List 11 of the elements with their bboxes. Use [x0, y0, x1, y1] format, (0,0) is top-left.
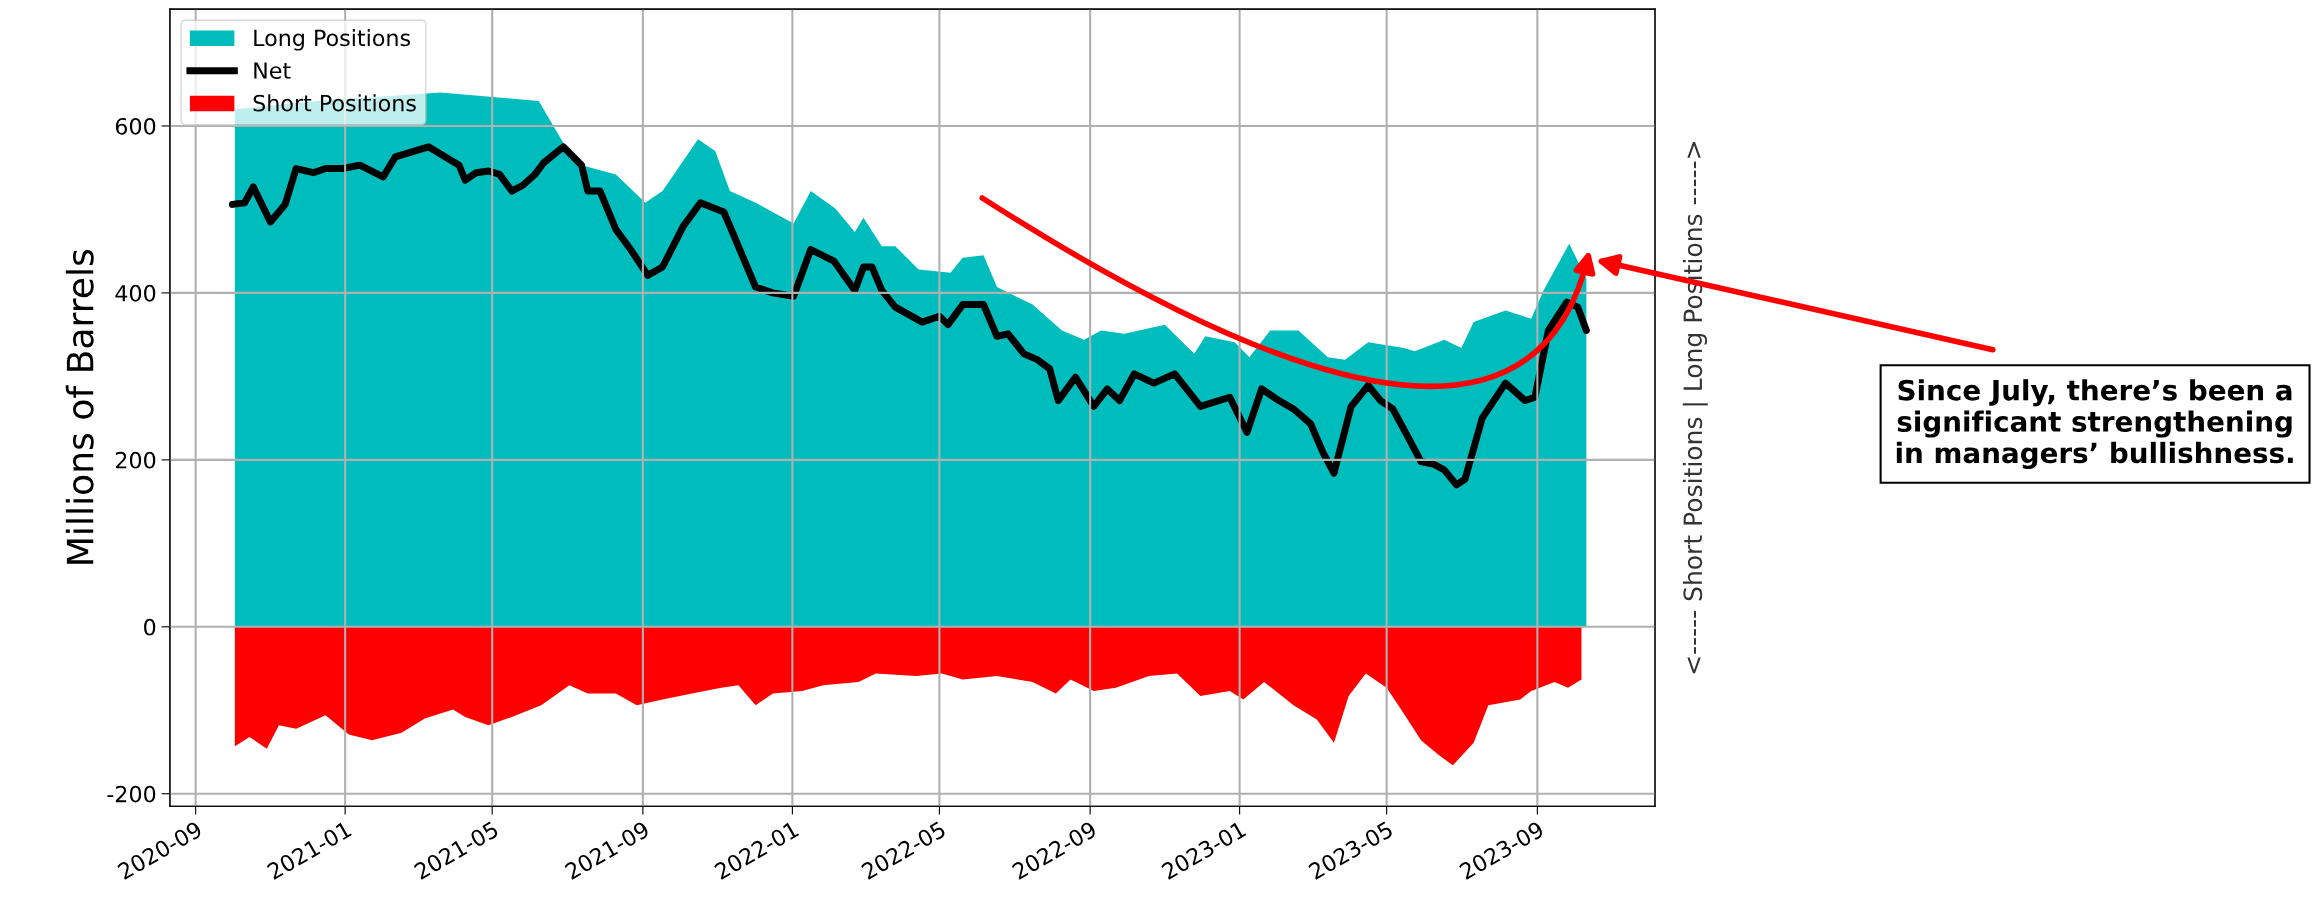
- y-tick-label: 200: [115, 451, 156, 469]
- y-axis-title: Millions of Barrels: [65, 249, 94, 564]
- legend-label: Short Positions: [253, 94, 416, 112]
- legend-label: Long Positions: [254, 29, 410, 51]
- text: Since July, there’s been a significant strengthening in managers’ bullishness.: [1896, 379, 2293, 469]
- y-tick-label: -200: [107, 785, 156, 803]
- y-tick-label: 600: [115, 117, 156, 135]
- legend-label: Net: [254, 62, 291, 79]
- y2-axis-title: <----- Short Positions | Long Positions ----->: [1682, 142, 1708, 674]
- y-tick-label: 0: [144, 618, 156, 636]
- y-tick-label: 400: [115, 284, 156, 302]
